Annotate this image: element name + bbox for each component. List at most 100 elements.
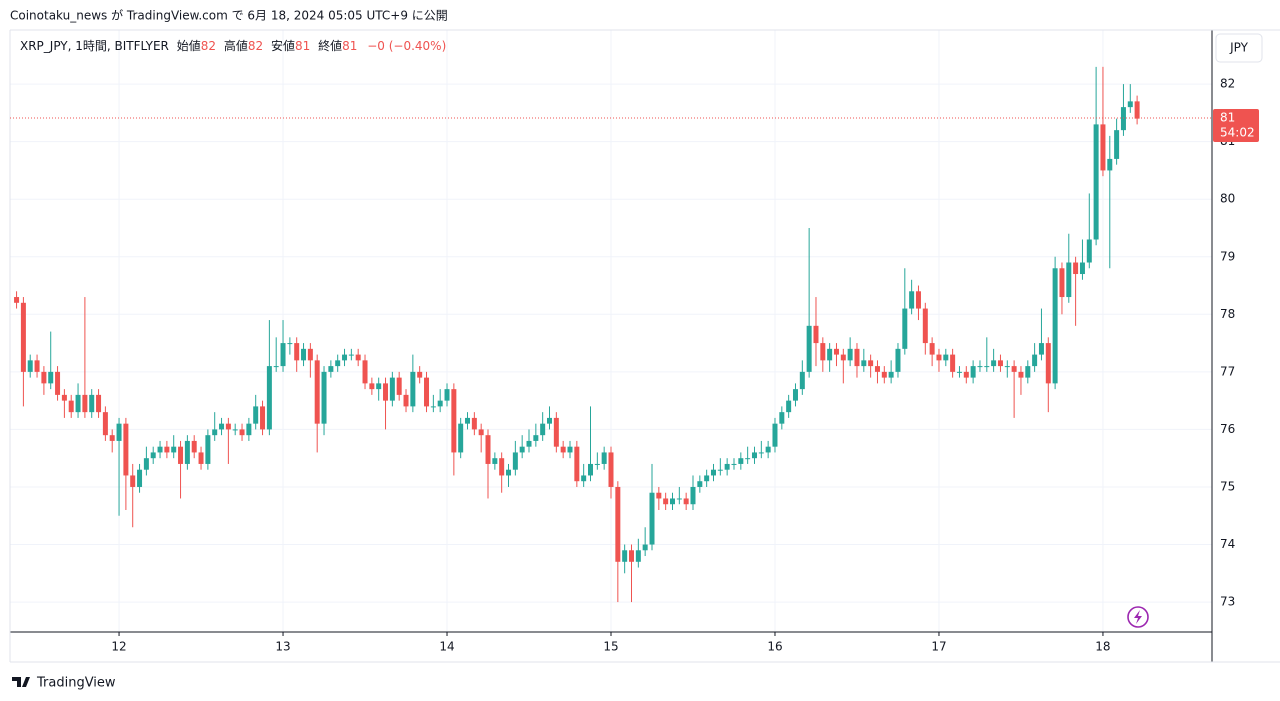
candle (212, 412, 218, 441)
candle (451, 383, 457, 476)
candle-body (526, 440, 532, 447)
candle-body (813, 325, 819, 344)
candle (465, 412, 471, 430)
legend-change: −0 (−0.40%) (367, 39, 446, 53)
candle-body (294, 343, 300, 361)
candle-body (1127, 101, 1133, 108)
candle (683, 492, 689, 510)
candle (369, 377, 375, 395)
legend-low: 81 (295, 39, 310, 53)
candle (963, 366, 969, 384)
candle (833, 343, 839, 367)
candle-body (130, 475, 136, 487)
candle (758, 440, 764, 459)
candle (1114, 118, 1120, 165)
y-tick-label: 77 (1220, 364, 1235, 378)
candle-body (191, 440, 197, 453)
candle-body (765, 446, 771, 453)
candle (1073, 256, 1079, 326)
candle (724, 458, 730, 476)
candle-body (1038, 343, 1044, 355)
candle-body (1004, 366, 1010, 368)
candle (628, 544, 634, 603)
candle-body (799, 371, 805, 390)
candle (410, 354, 416, 413)
last-price-badge (1213, 109, 1259, 143)
currency[interactable]: JPY (1229, 41, 1249, 55)
candle-body (1120, 107, 1126, 131)
candle (669, 492, 675, 510)
candle-body (608, 452, 614, 487)
candle-body (827, 348, 833, 361)
lightning-icon[interactable] (1127, 606, 1149, 628)
icon-circle[interactable] (1127, 606, 1149, 628)
candle-body (717, 469, 723, 471)
candle (287, 337, 293, 355)
candle-body (622, 550, 628, 562)
legend-close-label: 終値 (318, 38, 342, 53)
candle (48, 331, 54, 390)
candle-body (246, 423, 252, 436)
candle (547, 406, 553, 430)
candle (608, 446, 614, 499)
candle-body (909, 291, 915, 309)
candle-body (355, 354, 361, 361)
candle-body (786, 400, 792, 413)
candle (540, 412, 546, 441)
candle-body (478, 429, 484, 436)
candle-body (430, 406, 436, 408)
candle-body (492, 458, 498, 464)
candle (827, 343, 833, 372)
candle-body (198, 452, 204, 464)
candle (1086, 193, 1092, 269)
candle (82, 297, 88, 418)
candle (342, 348, 348, 367)
candle (123, 417, 129, 510)
candle (560, 440, 566, 459)
candle-body (663, 498, 669, 505)
candle-body (314, 360, 320, 424)
candle (89, 389, 95, 418)
candle-body (697, 481, 703, 487)
icon-bolt[interactable] (1134, 610, 1142, 624)
candle-body (820, 343, 826, 361)
legend-close: 81 (342, 39, 357, 53)
candle-body (601, 452, 607, 464)
candles (14, 66, 1140, 603)
candle-body (383, 383, 389, 401)
candle (102, 406, 108, 441)
candle (444, 383, 450, 407)
candle-body (915, 291, 921, 309)
candle (143, 446, 149, 476)
candle (355, 348, 361, 367)
legend: XRP_JPY, 1時間, BITFLYER 始値82 高値82 安値81 終値… (20, 38, 446, 53)
candle (225, 417, 231, 464)
candle (717, 458, 723, 476)
candle (553, 412, 559, 453)
currency-button[interactable] (1215, 33, 1263, 63)
x-tick-label: 13 (275, 640, 290, 654)
y-tick-label: 76 (1220, 422, 1235, 436)
candle-body (970, 366, 976, 378)
candle-body (1052, 268, 1058, 384)
candle (403, 389, 409, 413)
candle-body (27, 360, 33, 372)
candle-body (731, 463, 737, 465)
candle-body (840, 354, 846, 361)
legend-open-label: 始値 (177, 38, 201, 53)
candle (205, 429, 211, 470)
candle-body (123, 423, 129, 476)
y-tick-label: 79 (1220, 249, 1235, 263)
candle-body (943, 354, 949, 361)
candle-body (150, 452, 156, 459)
logo-mark (12, 677, 30, 687)
candle (1107, 135, 1113, 269)
candle-body (868, 360, 874, 367)
candle (1011, 360, 1017, 418)
candle-body (649, 492, 655, 545)
candle (765, 440, 771, 459)
legend-open: 82 (201, 39, 216, 53)
candle-body (806, 325, 812, 372)
candle (656, 486, 662, 510)
candle (574, 440, 580, 487)
